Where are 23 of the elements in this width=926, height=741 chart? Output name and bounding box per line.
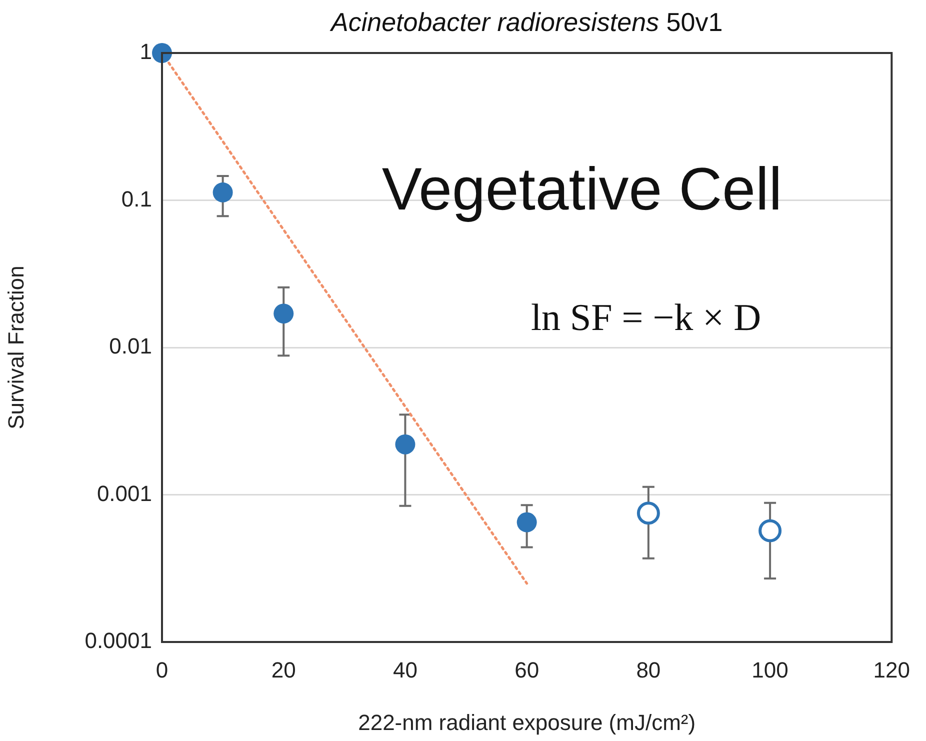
x-tick-label: 120: [873, 657, 910, 682]
x-tick-label: 40: [392, 657, 418, 682]
y-tick-label: 0.01: [109, 334, 152, 359]
x-tick-label: 100: [752, 657, 788, 682]
point: [395, 434, 416, 454]
annotation: Vegetative Cell: [382, 156, 782, 223]
point: [758, 519, 782, 542]
x-tick-label: 80: [636, 657, 661, 682]
y-tick-label: 0.0001: [84, 628, 152, 654]
y-tick-label: 0.1: [121, 186, 152, 212]
x-tick-label: 60: [514, 657, 540, 682]
x-axis-title: 222-nm radiant exposure (mJ/cm²): [358, 710, 696, 735]
point: [212, 182, 233, 202]
chart-title: Acinetobacter radioresistens 50v1: [328, 7, 723, 38]
y-axis-title: Survival Fraction: [3, 266, 28, 430]
y-tick-label: 1: [140, 39, 152, 64]
annotation: ln SF = −k × D: [530, 296, 762, 339]
point: [636, 502, 660, 525]
x-tick-label: 20: [271, 657, 296, 682]
point: [274, 304, 294, 324]
y-tick-label: 0.001: [96, 480, 152, 506]
point: [516, 512, 537, 532]
x-tick-label: 0: [156, 657, 168, 682]
